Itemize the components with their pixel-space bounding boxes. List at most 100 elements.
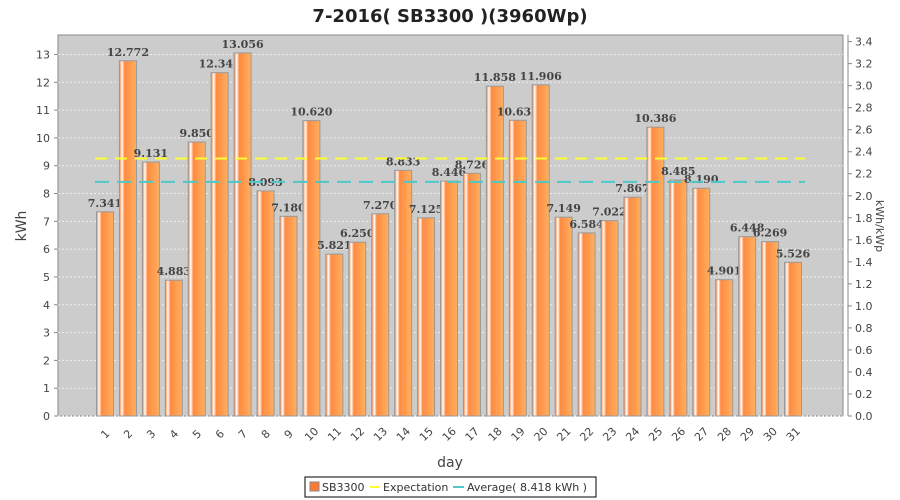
y-right-tick-label: 2.4	[855, 146, 873, 159]
data-label: 7.180	[271, 201, 306, 214]
y-tick-label: 9	[43, 160, 50, 173]
x-tick-label: 4	[167, 427, 181, 441]
y-tick-label: 0	[43, 410, 50, 423]
x-tick-label: 30	[761, 425, 780, 444]
data-label: 10.633	[497, 105, 539, 118]
y-right-tick-label: 0.2	[855, 388, 873, 401]
x-tick-label: 26	[669, 425, 688, 444]
bar-day-8	[256, 190, 275, 417]
y-right-tick-label: 0.4	[855, 366, 873, 379]
bar-day-1	[96, 211, 114, 417]
bar-day-2	[118, 60, 137, 417]
bar-day-26	[669, 179, 688, 417]
y-tick-label: 12	[36, 76, 50, 89]
data-label: 7.341	[88, 197, 122, 210]
data-label: 4.883	[157, 265, 191, 278]
data-label: 7.867	[615, 182, 649, 195]
y-tick-label: 8	[43, 188, 50, 201]
y-tick-label: 13	[36, 48, 50, 61]
bar-day-21	[554, 216, 573, 417]
y-right-tick-label: 1.2	[855, 278, 873, 291]
legend-label-expectation: Expectation	[383, 481, 448, 494]
data-label: 10.386	[634, 112, 676, 125]
data-label: 7.022	[592, 206, 626, 219]
y-right-tick-label: 0.6	[855, 344, 873, 357]
data-label: 8.833	[386, 155, 420, 168]
y-right-tick-label: 3.4	[855, 36, 873, 49]
bar-day-10	[302, 120, 321, 417]
data-label: 7.125	[409, 203, 443, 216]
data-label: 5.821	[317, 239, 351, 252]
bar-day-17	[462, 172, 481, 417]
y-right-tick-label: 3.0	[855, 80, 873, 93]
legend-label-average: Average( 8.418 kWh )	[467, 481, 587, 494]
bar-day-31	[784, 261, 802, 417]
data-label: 8.446	[432, 166, 467, 179]
y-axis-right-label: kWh/kWp	[873, 200, 886, 252]
legend: SB3300 Expectation Average( 8.418 kWh )	[304, 476, 597, 498]
y-tick-label: 10	[36, 132, 50, 145]
data-label: 12.345	[199, 58, 241, 71]
x-tick-label: 3	[144, 427, 158, 441]
x-tick-label: 25	[646, 425, 665, 444]
bar-day-5	[187, 141, 206, 417]
x-tick-label: 18	[486, 425, 505, 444]
x-tick-label: 20	[532, 425, 551, 444]
data-label: 6.250	[340, 227, 375, 240]
x-tick-label: 28	[715, 425, 734, 444]
x-tick-label: 16	[440, 425, 459, 444]
y-right-tick-label: 1.8	[855, 212, 873, 225]
data-label: 9.850	[180, 127, 215, 140]
y-right-tick-label: 2.8	[855, 102, 873, 115]
data-label: 7.270	[363, 199, 398, 212]
bar-day-27	[692, 187, 711, 417]
y-right-tick-label: 1.6	[855, 234, 873, 247]
data-label: 11.858	[474, 71, 516, 84]
bar-day-13	[371, 213, 390, 417]
x-tick-label: 13	[371, 425, 390, 444]
x-tick-label: 15	[417, 425, 436, 444]
y-right-tick-label: 1.4	[855, 256, 873, 269]
bar-day-25	[646, 126, 665, 417]
data-label: 8.093	[248, 176, 282, 189]
data-label: 6.448	[730, 222, 765, 235]
x-tick-label: 22	[577, 425, 596, 444]
y-tick-label: 3	[43, 327, 50, 340]
x-tick-label: 2	[121, 427, 135, 441]
x-tick-label: 31	[784, 425, 803, 444]
x-tick-label: 21	[554, 425, 573, 444]
bar-day-4	[164, 279, 183, 417]
bar-day-24	[623, 196, 642, 417]
y-tick-label: 5	[43, 271, 50, 284]
data-label: 13.056	[222, 38, 264, 51]
bar-day-15	[417, 217, 436, 417]
y-right-tick-label: 2.6	[855, 124, 873, 137]
bar-day-16	[440, 180, 458, 417]
bar-day-23	[600, 220, 619, 417]
x-tick-label: 14	[394, 425, 413, 444]
bar-day-7	[233, 52, 252, 417]
chart-title: 7-2016( SB3300 )(3960Wp)	[312, 6, 587, 27]
x-tick-label: 29	[738, 425, 757, 444]
legend-swatch-sb3300	[309, 481, 320, 492]
data-label: 6.584	[569, 218, 604, 231]
y-tick-label: 7	[43, 215, 50, 228]
x-tick-label: 12	[348, 425, 367, 444]
bar-day-6	[210, 72, 229, 417]
y-right-tick-label: 2.2	[855, 168, 873, 181]
bar-day-22	[577, 232, 596, 417]
x-tick-label: 6	[213, 427, 227, 441]
x-axis-label: day	[437, 455, 463, 471]
y-right-tick-label: 2.0	[855, 190, 873, 203]
y-tick-label: 4	[43, 299, 50, 312]
x-tick-label: 1	[98, 427, 112, 441]
bar-day-3	[141, 161, 160, 417]
bar-day-11	[325, 253, 344, 417]
data-label: 4.901	[707, 265, 741, 278]
bar-day-9	[279, 215, 298, 417]
x-tick-label: 11	[325, 425, 344, 444]
x-tick-label: 8	[259, 427, 273, 441]
data-label: 11.906	[520, 70, 562, 83]
x-tick-label: 17	[463, 425, 482, 444]
